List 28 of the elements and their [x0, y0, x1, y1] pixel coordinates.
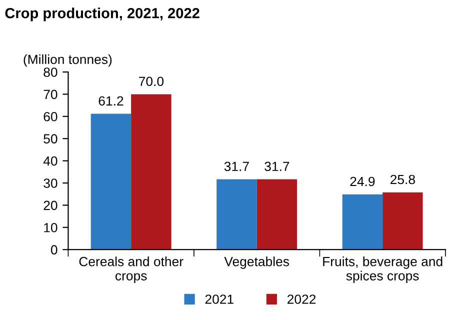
chart-title: Crop production, 2021, 2022: [5, 8, 200, 22]
y-tick-label: 10: [44, 222, 58, 232]
y-tick-label: 30: [44, 178, 58, 188]
data-label: 70.0: [139, 76, 164, 86]
bar: [342, 194, 383, 250]
legend-label: 2022: [288, 294, 316, 304]
data-label: 61.2: [98, 96, 124, 106]
bar: [216, 179, 257, 250]
bar: [382, 192, 423, 250]
y-tick-label: 0: [50, 245, 58, 255]
data-label: 24.9: [350, 176, 375, 186]
bar: [256, 179, 298, 250]
y-tick-label: 50: [44, 134, 58, 144]
bar: [90, 114, 132, 250]
data-label: 31.7: [224, 162, 249, 172]
y-tick-label: 60: [44, 112, 58, 122]
y-tick-label: 40: [43, 156, 58, 166]
data-label: 31.7: [264, 162, 290, 172]
y-tick-label: 80: [44, 68, 58, 77]
bar: [131, 94, 172, 250]
x-tick-label: Vegetables: [224, 256, 289, 269]
y-tick-label: 20: [44, 200, 58, 210]
legend-label: 2021: [205, 294, 234, 304]
y-tick-label: 70: [44, 90, 58, 100]
x-tick-label: Fruits, beverage and spices crops: [323, 256, 442, 284]
data-label: 25.8: [390, 174, 415, 184]
y-axis-title: (Million tonnes): [24, 54, 112, 67]
x-tick-label: Cereals and other crops: [79, 256, 184, 284]
